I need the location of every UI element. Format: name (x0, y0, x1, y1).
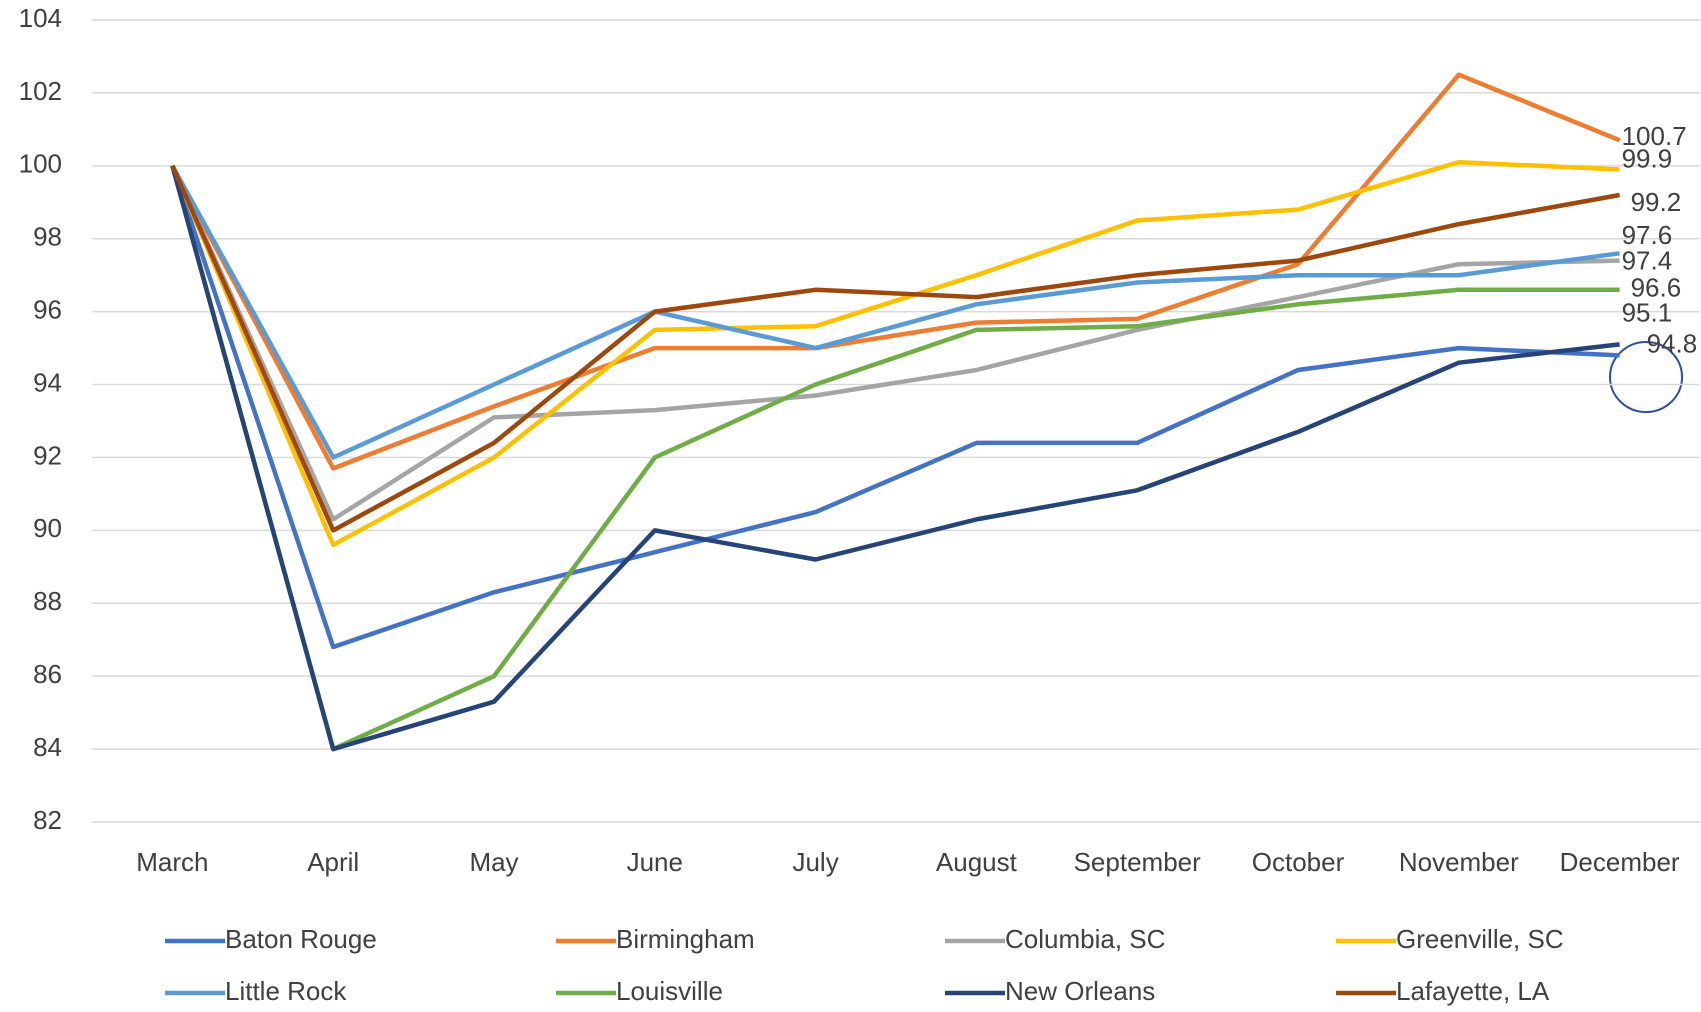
x-tick-label: August (936, 847, 1018, 877)
y-tick-label: 100 (19, 149, 62, 179)
y-tick-label: 90 (33, 513, 62, 543)
end-label: 100.7 (1622, 121, 1687, 151)
x-tick-label: October (1252, 847, 1345, 877)
x-tick-label: April (307, 847, 359, 877)
series-line (170, 164, 1620, 522)
x-tick-label: May (469, 847, 518, 877)
end-label: 94.8 (1647, 328, 1698, 358)
legend-label: Lafayette, LA (1396, 976, 1550, 1006)
legend-label: New Orleans (1005, 976, 1155, 1006)
series-line (170, 165, 1620, 752)
series-line (170, 72, 1621, 471)
end-label: 99.9 (1622, 143, 1673, 173)
legend-label: Little Rock (225, 976, 347, 1006)
end-label: 99.2 (1631, 187, 1682, 217)
end-label: 95.1 (1622, 297, 1673, 327)
y-tick-label: 88 (33, 586, 62, 616)
legend-label: Columbia, SC (1005, 924, 1165, 954)
end-label: 97.4 (1622, 245, 1673, 275)
x-tick-label: June (627, 847, 683, 877)
end-label: 96.6 (1631, 273, 1682, 303)
y-tick-label: 98 (33, 222, 62, 252)
x-tick-label: July (792, 847, 838, 877)
series-line (170, 159, 1620, 548)
y-tick-label: 92 (33, 440, 62, 470)
series-line (170, 164, 1621, 533)
y-tick-label: 84 (33, 732, 62, 762)
legend-label: Greenville, SC (1396, 924, 1564, 954)
x-tick-label: December (1560, 847, 1680, 877)
x-tick-label: September (1074, 847, 1202, 877)
y-tick-label: 82 (33, 805, 62, 835)
end-label: 97.6 (1622, 220, 1673, 250)
legend-label: Baton Rouge (225, 924, 377, 954)
y-tick-label: 96 (33, 295, 62, 325)
annotation-circle (1609, 341, 1683, 413)
y-tick-label: 86 (33, 659, 62, 689)
y-tick-label: 104 (19, 3, 62, 33)
legend-label: Birmingham (616, 924, 755, 954)
x-tick-label: November (1399, 847, 1519, 877)
y-tick-label: 94 (33, 367, 62, 397)
legend-label: Louisville (616, 976, 723, 1006)
y-tick-label: 102 (19, 76, 62, 106)
series-line (170, 165, 1620, 752)
series-line (170, 164, 1620, 460)
x-tick-label: March (136, 847, 208, 877)
series-line (170, 165, 1620, 650)
